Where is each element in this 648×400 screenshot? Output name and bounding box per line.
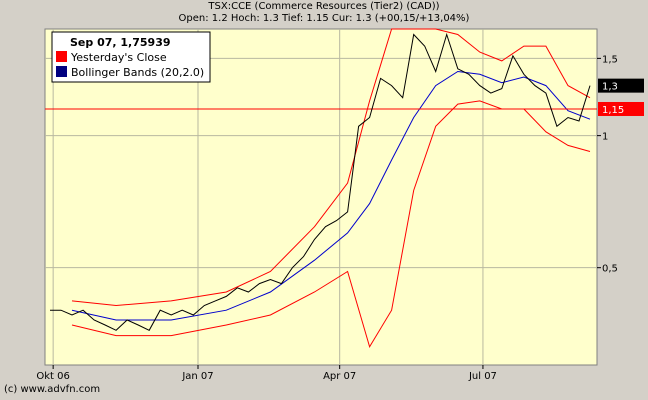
close-value-box — [598, 101, 644, 116]
bollinger-lower-band — [71, 100, 591, 349]
y-tick-label: 0,5 — [602, 264, 618, 275]
legend-swatch-close — [56, 51, 67, 62]
legend-box — [51, 31, 211, 83]
x-tick-label: Okt 06 — [36, 371, 70, 382]
plot-area — [44, 28, 598, 366]
legend-label-close: Yesterday's Close — [70, 51, 167, 64]
legend: Sep 07, 1,75939 Yesterday's Close Bollin… — [51, 31, 211, 83]
current-value-label: 1,3 — [602, 82, 618, 93]
value-marker-layer: 1,3 1,15 — [598, 78, 644, 116]
legend-label-bollinger: Bollinger Bands (20,2.0) — [71, 66, 204, 79]
close-value-label: 1,15 — [602, 105, 624, 116]
legend-swatch-bollinger — [56, 66, 67, 77]
chart-title: TSX:CCE (Commerce Resources (Tier2) (CAD… — [208, 1, 440, 12]
axis-layer: 1,5 1 0,5 Okt 06 Jan 07 Apr 07 Jul 07 — [36, 54, 618, 382]
copyright-notice: (c) www.advfn.com — [4, 384, 101, 395]
current-value-box — [598, 78, 644, 93]
price-line — [50, 32, 591, 331]
y-tick-label: 1 — [602, 132, 608, 143]
bollinger-upper-band — [71, 28, 591, 307]
x-tick-label: Apr 07 — [323, 371, 356, 382]
quote-summary: Open: 1.2 Hoch: 1.3 Tief: 1.15 Cur: 1.3 … — [178, 13, 470, 24]
legend-date-label: Sep 07, 1,75939 — [70, 36, 171, 49]
price-layer — [50, 32, 591, 331]
y-tick-label: 1,5 — [602, 54, 618, 65]
x-tick-label: Jan 07 — [181, 371, 213, 382]
x-tick-label: Jul 07 — [468, 371, 497, 382]
